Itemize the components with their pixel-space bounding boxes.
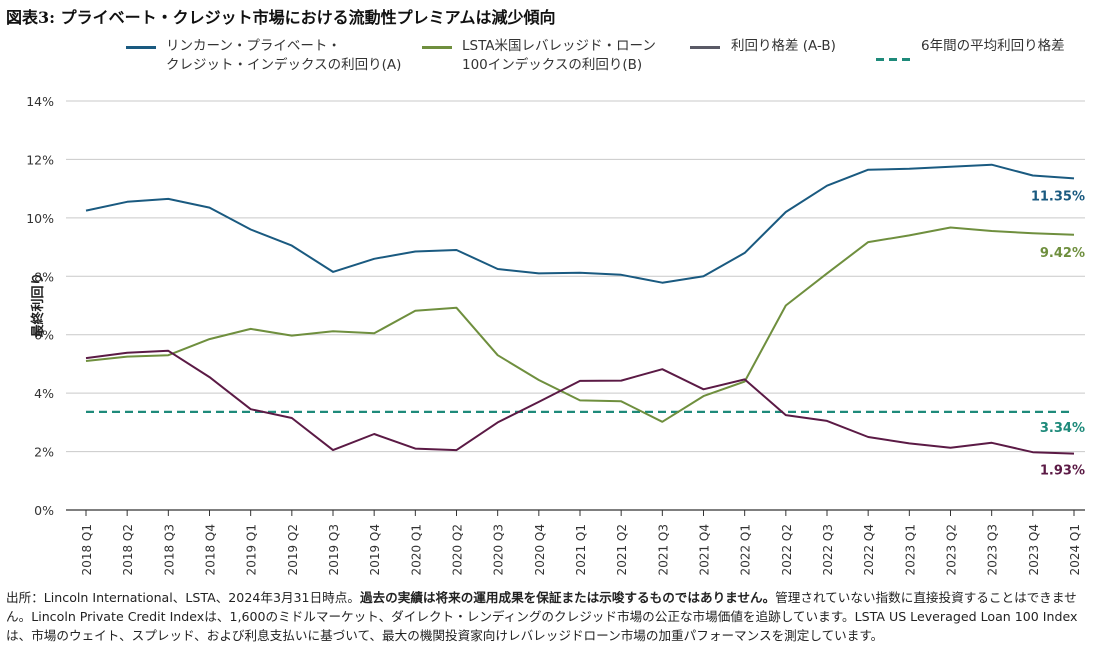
x-tick-label: 2020 Q3 (492, 524, 506, 575)
x-tick-label: 2021 Q3 (656, 524, 670, 575)
y-axis-label: 最終利回り (30, 272, 46, 337)
x-tick-label: 2019 Q1 (245, 524, 259, 575)
footnote: 出所：Lincoln International、LSTA、2024年3月31日… (6, 590, 1078, 643)
x-tick-label: 2021 Q4 (698, 524, 712, 575)
y-tick-label: 2% (34, 445, 54, 460)
series-line-lincoln (85, 163, 1075, 284)
series-lines (85, 163, 1075, 455)
end-labels: 11.35% 9.42% 3.34% 1.93% (1031, 189, 1085, 478)
y-tick-label: 10% (26, 211, 54, 226)
x-tick-label: 2018 Q2 (121, 524, 135, 575)
chart-title: 図表3: プライベート・クレジット市場における流動性プレミアムは減少傾向 (6, 8, 556, 27)
x-tick-label: 2018 Q4 (204, 524, 218, 575)
x-tick-label: 2021 Q2 (615, 524, 629, 575)
y-tick-label: 12% (26, 152, 54, 167)
x-tick-label: 2018 Q3 (162, 524, 176, 575)
x-tick-label: 2019 Q3 (327, 524, 341, 575)
end-label-lsta: 9.42% (1040, 246, 1085, 261)
y-tick-label: 6% (34, 328, 54, 343)
legend-label-lsta: LSTA米国レバレッジド・ローン 100インデックスの利回り(B) (462, 38, 656, 73)
x-tick-label: 2020 Q4 (533, 524, 547, 575)
x-tick-label: 2023 Q1 (903, 524, 917, 575)
x-tick-label: 2020 Q1 (409, 524, 423, 575)
x-tick-label: 2022 Q2 (780, 524, 794, 575)
end-label-spread: 1.93% (1040, 464, 1085, 479)
x-tick-label: 2023 Q2 (945, 524, 959, 575)
legend-label-average: 6年間の平均利回り格差 (921, 38, 1065, 54)
y-tick-label: 4% (34, 386, 54, 401)
x-tick-label: 2023 Q4 (1027, 524, 1041, 575)
gridlines (66, 100, 1085, 511)
x-tick-label: 2023 Q3 (986, 524, 1000, 575)
end-label-average: 3.34% (1040, 421, 1085, 436)
x-tick-label: 2018 Q1 (80, 524, 94, 575)
legend-swatch-average (876, 46, 912, 61)
y-tick-label: 8% (34, 269, 54, 284)
x-tick-label: 2020 Q2 (451, 524, 465, 575)
end-label-lincoln: 11.35% (1031, 189, 1085, 204)
legend-label-lincoln: リンカーン・プライベート・ クレジット・インデックスの利回り(A) (166, 38, 402, 73)
x-tick-label: 2022 Q1 (739, 524, 753, 575)
legend-label-spread: 利回り格差 (A-B) (731, 38, 836, 54)
y-axis-ticks: 0% 2% 4% 6% 8% 10% 12% 14% (26, 94, 54, 518)
y-tick-label: 14% (26, 94, 54, 109)
legend-swatch-lincoln (126, 46, 156, 49)
x-tick-label: 2022 Q3 (821, 524, 835, 575)
series-line-lsta (85, 226, 1075, 423)
legend-swatch-lsta (422, 46, 452, 49)
x-tick-label: 2019 Q4 (368, 524, 382, 575)
x-tick-label: 2022 Q4 (862, 524, 876, 575)
series-line-spread (85, 349, 1075, 455)
legend-swatch-spread (690, 46, 720, 49)
x-tick-label: 2024 Q1 (1068, 524, 1082, 575)
x-axis-ticks: 2018 Q1 2018 Q2 2018 Q3 2018 Q4 2019 Q1 2019 … (80, 510, 1082, 575)
x-tick-label: 2019 Q2 (286, 524, 300, 575)
y-tick-label: 0% (34, 503, 54, 518)
line-chart: 0%2%4%6%8%10%12%14% 2018 Q1 2018 Q2 2018 Q… (26, 94, 1085, 575)
x-tick-label: 2021 Q1 (574, 524, 588, 575)
